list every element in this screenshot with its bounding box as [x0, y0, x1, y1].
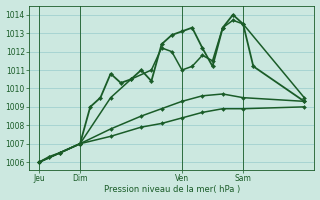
X-axis label: Pression niveau de la mer( hPa ): Pression niveau de la mer( hPa ) [104, 185, 240, 194]
